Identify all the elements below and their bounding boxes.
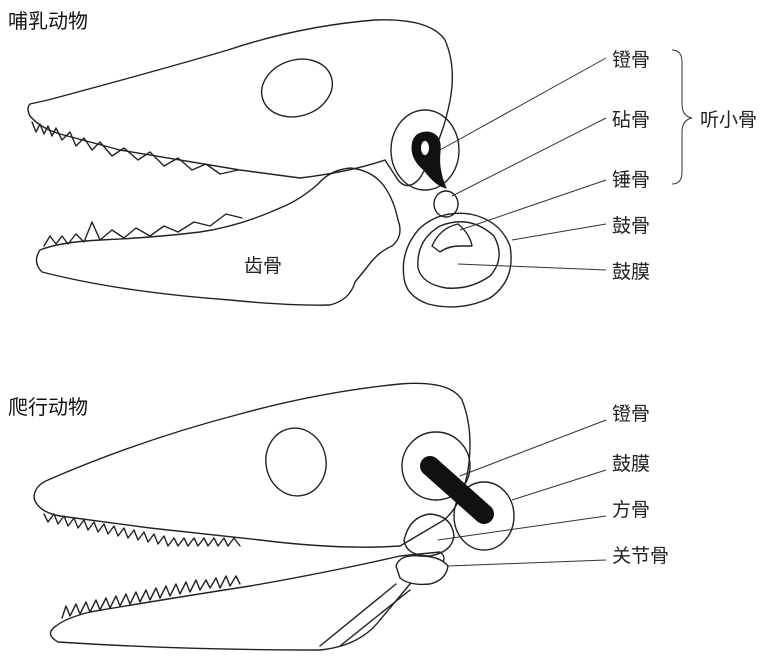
mammal-eye-socket xyxy=(254,50,340,126)
mammal-stapes-hole xyxy=(421,141,429,155)
reptile-jaw-inner-line-2 xyxy=(340,590,410,646)
mammal-malleus-leader xyxy=(460,180,606,230)
reptile-label-articular: 关节骨 xyxy=(612,545,669,567)
reptile-eye-socket xyxy=(261,423,332,500)
ossicles-brace xyxy=(672,50,692,184)
reptile-articular xyxy=(396,556,448,585)
mammal-tympanic-leader xyxy=(512,224,606,240)
reptile-eardrum-leader xyxy=(512,470,606,500)
reptile-quadrate xyxy=(404,514,454,556)
mammal-label-dentary: 齿骨 xyxy=(244,255,282,277)
reptile-label-quadrate: 方骨 xyxy=(612,499,650,521)
reptile-section-title: 爬行动物 xyxy=(8,395,88,419)
reptile-label-stapes: 镫骨 xyxy=(612,403,650,425)
mammal-section-title: 哺乳动物 xyxy=(8,9,88,33)
mammal-label-incus: 砧骨 xyxy=(612,109,650,131)
reptile-quadrate-leader xyxy=(438,516,606,540)
mammal-eardrum xyxy=(418,222,499,288)
mammal-dentary xyxy=(36,168,400,305)
mammal-cranium xyxy=(28,20,452,186)
mammal-stapes-leader xyxy=(440,58,606,150)
mammal-eardrum-leader xyxy=(458,264,606,270)
reptile-cranium xyxy=(34,383,470,547)
reptile-stapes xyxy=(430,466,484,514)
mammal-incus-leader xyxy=(452,118,606,196)
reptile-label-eardrum: 鼓膜 xyxy=(612,453,650,475)
mammal-label-malleus: 锤骨 xyxy=(612,169,650,191)
mammal-tympanic xyxy=(403,213,511,307)
reptile-lower-jaw xyxy=(50,552,444,650)
mammal-label-eardrum: 鼓膜 xyxy=(612,261,650,283)
reptile-stapes-leader xyxy=(460,420,606,476)
reptile-upper-teeth xyxy=(44,514,240,546)
reptile-skull-figure: 爬行动物 镫骨 鼓膜 方骨 关节骨 xyxy=(8,383,669,650)
mammal-label-stapes: 镫骨 xyxy=(612,49,650,71)
mammal-label-tympanic: 鼓骨 xyxy=(612,215,650,237)
reptile-articular-leader xyxy=(448,560,606,566)
mammal-label-ossicles: 听小骨 xyxy=(700,109,757,131)
mammal-skull-figure: 哺乳动物 镫骨 砧骨 锤骨 鼓骨 鼓膜 齿骨 听小骨 xyxy=(8,9,757,307)
mammal-upper-teeth xyxy=(32,122,238,174)
mammal-stapes xyxy=(412,132,446,188)
